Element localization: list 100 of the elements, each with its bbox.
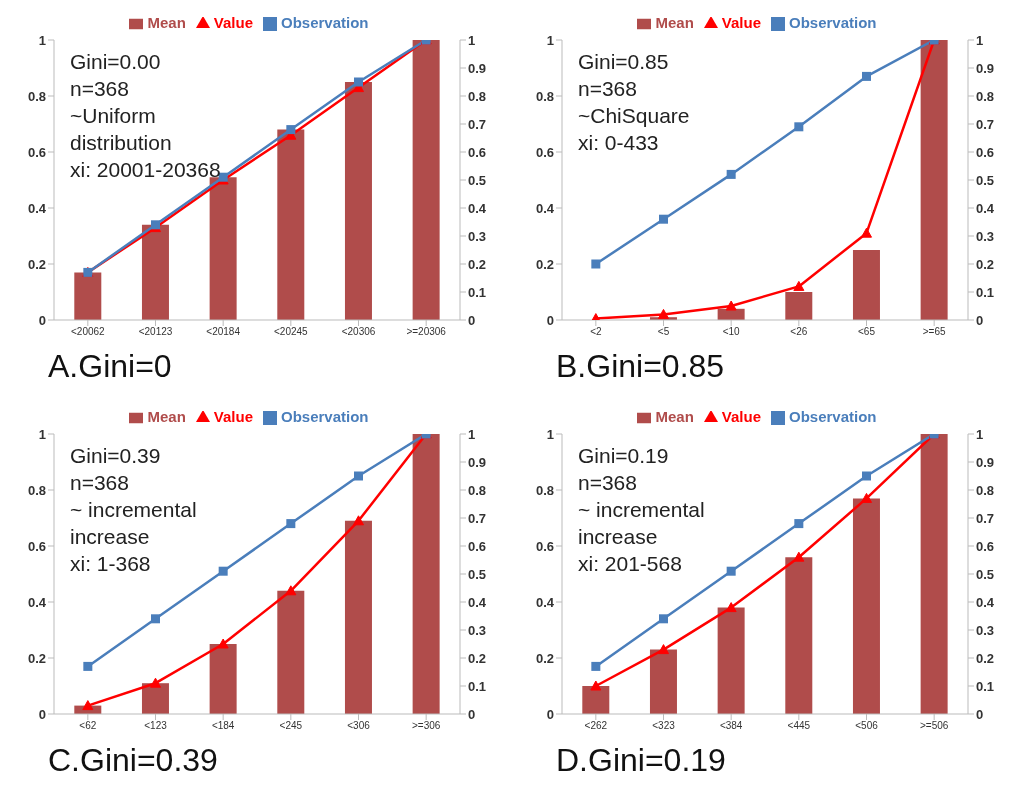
point bbox=[793, 280, 805, 291]
x-tick-label: <10 bbox=[722, 326, 741, 338]
y2-tick-label: 0.4 bbox=[468, 200, 487, 216]
y2-tick-label: 0.5 bbox=[468, 566, 487, 582]
y2-tick-label: 0 bbox=[468, 312, 476, 328]
y2-tick-label: 0.5 bbox=[468, 172, 487, 188]
legend-label: Mean bbox=[147, 14, 186, 31]
x-tick-label: <26 bbox=[790, 326, 808, 338]
y2-tick-label: 1 bbox=[468, 32, 476, 48]
bar bbox=[920, 434, 948, 714]
x-tick-label: <20062 bbox=[71, 326, 106, 338]
y-tick-label: 0.2 bbox=[27, 256, 46, 272]
x-tick-label: <262 bbox=[584, 720, 608, 732]
point bbox=[285, 585, 297, 596]
x-tick-label: <20184 bbox=[206, 326, 241, 338]
x-tick-label: <20123 bbox=[138, 326, 173, 338]
bar bbox=[277, 129, 305, 320]
text: n=368 bbox=[578, 77, 637, 100]
legend-label: Mean bbox=[655, 14, 694, 31]
point bbox=[659, 214, 668, 224]
y2-tick-label: 0.8 bbox=[976, 88, 995, 104]
y-tick-label: 0.6 bbox=[535, 538, 554, 554]
x-tick-label: >=506 bbox=[919, 720, 949, 732]
text: Gini=0.39 bbox=[70, 444, 161, 467]
legend-label: Observation bbox=[789, 408, 877, 425]
point bbox=[590, 680, 602, 691]
point bbox=[150, 677, 161, 688]
y2-tick-label: 1 bbox=[468, 426, 476, 442]
y-tick-label: 0.4 bbox=[27, 594, 47, 610]
point bbox=[726, 566, 736, 576]
x-tick-label: <123 bbox=[144, 720, 168, 732]
y2-tick-label: 0.3 bbox=[976, 622, 995, 638]
y2-tick-label: 0 bbox=[468, 706, 476, 722]
point bbox=[217, 638, 229, 649]
bar bbox=[74, 272, 102, 320]
point bbox=[793, 551, 805, 562]
y-tick-label: 0.8 bbox=[27, 88, 46, 104]
y2-tick-label: 0.9 bbox=[976, 454, 995, 470]
bar bbox=[852, 250, 880, 320]
point bbox=[218, 566, 228, 576]
text: xi: 0-433 bbox=[578, 131, 659, 154]
point bbox=[286, 519, 296, 529]
bar bbox=[141, 224, 169, 320]
bar bbox=[582, 686, 610, 714]
bar bbox=[209, 644, 237, 714]
y2-tick-label: 0.7 bbox=[468, 116, 487, 132]
x-tick-label: <65 bbox=[858, 326, 876, 338]
point bbox=[862, 71, 871, 81]
legend-label: Mean bbox=[655, 408, 694, 425]
bar bbox=[920, 40, 948, 320]
point bbox=[83, 661, 93, 671]
legend-label: Observation bbox=[281, 14, 369, 31]
y2-tick-label: 0.7 bbox=[976, 116, 995, 132]
y-tick-label: 0.6 bbox=[535, 144, 554, 160]
y-tick-label: 1 bbox=[546, 426, 554, 442]
bar bbox=[852, 498, 880, 714]
legend-label: Value bbox=[721, 14, 761, 31]
y2-tick-label: 1 bbox=[976, 426, 984, 442]
y2-tick-label: 0.5 bbox=[976, 172, 995, 188]
x-tick-label: >=65 bbox=[922, 326, 946, 338]
text: C.Gini=0.39 bbox=[48, 742, 218, 779]
bar bbox=[209, 177, 237, 320]
bar bbox=[717, 607, 745, 714]
y2-tick-label: 0.1 bbox=[468, 284, 487, 300]
y-tick-label: 1 bbox=[38, 32, 46, 48]
x-tick-label: <5 bbox=[657, 326, 670, 338]
point bbox=[659, 614, 668, 624]
text: n=368 bbox=[70, 77, 129, 100]
bar bbox=[277, 590, 305, 714]
y2-tick-label: 0.7 bbox=[976, 510, 995, 526]
point bbox=[82, 700, 94, 711]
y2-tick-label: 0.4 bbox=[468, 594, 487, 610]
y2-tick-label: 0.1 bbox=[468, 678, 487, 694]
y2-tick-label: 0.9 bbox=[976, 60, 995, 76]
legend-label: Value bbox=[213, 408, 253, 425]
x-tick-label: <306 bbox=[347, 720, 371, 732]
x-tick-label: >=20306 bbox=[406, 326, 447, 338]
bar bbox=[412, 40, 440, 320]
point bbox=[591, 661, 601, 671]
y2-tick-label: 0.1 bbox=[976, 678, 995, 694]
y-tick-label: 0.2 bbox=[535, 650, 554, 666]
y2-tick-label: 0 bbox=[976, 312, 984, 328]
y-tick-label: 0.2 bbox=[27, 650, 46, 666]
y-tick-label: 0.2 bbox=[535, 256, 554, 272]
point bbox=[794, 122, 804, 132]
y2-tick-label: 0.4 bbox=[976, 200, 995, 216]
x-tick-label: <62 bbox=[79, 720, 97, 732]
text: Gini=0.85 bbox=[578, 50, 669, 73]
y-tick-label: 0 bbox=[546, 312, 554, 328]
point bbox=[794, 519, 804, 529]
point bbox=[861, 492, 872, 503]
bar bbox=[785, 557, 813, 714]
x-tick-label: <384 bbox=[719, 720, 743, 732]
y2-tick-label: 0.3 bbox=[976, 228, 995, 244]
text: xi: 1-368 bbox=[70, 552, 151, 575]
y-tick-label: 0.4 bbox=[27, 200, 47, 216]
text: ~ChiSquare bbox=[578, 104, 690, 127]
legend-label: Observation bbox=[789, 14, 877, 31]
y2-tick-label: 0.9 bbox=[468, 60, 487, 76]
y2-tick-label: 0.8 bbox=[976, 482, 995, 498]
